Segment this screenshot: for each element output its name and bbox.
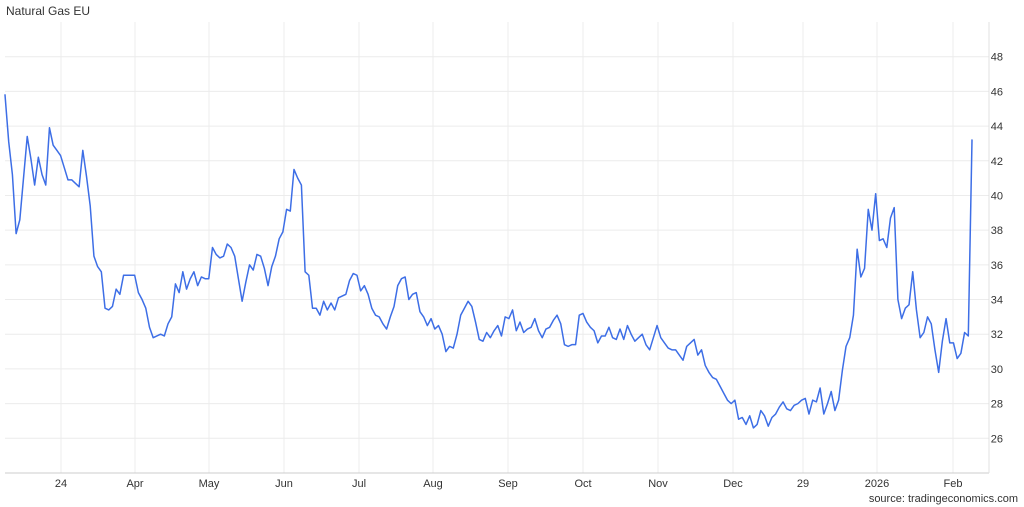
x-tick-label: May <box>199 478 220 490</box>
y-tick-label: 32 <box>991 329 1003 341</box>
y-tick-label: 34 <box>991 295 1003 307</box>
y-tick-label: 28 <box>991 399 1003 411</box>
chart-title: Natural Gas EU <box>6 4 91 18</box>
series <box>4 94 973 429</box>
x-tick-label: Jun <box>275 478 293 490</box>
x-tick-label: Nov <box>648 478 668 490</box>
x-tick-label: Apr <box>126 478 143 490</box>
y-tick-label: 30 <box>991 364 1003 376</box>
y-tick-label: 38 <box>991 225 1003 237</box>
y-tick-label: 26 <box>991 433 1003 445</box>
y-tick-label: 44 <box>991 121 1003 133</box>
source-credit: source: tradingeconomics.com <box>868 493 1018 505</box>
y-tick-label: 42 <box>991 156 1003 168</box>
x-tick-label: Aug <box>423 478 443 490</box>
x-tick-label: Oct <box>574 478 591 490</box>
x-tick-label: 24 <box>55 478 67 490</box>
x-tick-label: 2026 <box>865 478 889 490</box>
x-tick-label: Jul <box>352 478 366 490</box>
series-line <box>4 94 973 429</box>
tick-labels: 26 28 30 32 34 36 38 40 42 44 46 48 24 Apr May Jun Jul Au… <box>55 52 1003 490</box>
y-tick-label: 46 <box>991 86 1003 98</box>
x-tick-label: 29 <box>797 478 809 490</box>
gridlines <box>5 22 989 473</box>
y-tick-label: 48 <box>991 52 1003 64</box>
y-tick-label: 36 <box>991 260 1003 272</box>
y-tick-label: 40 <box>991 190 1003 202</box>
axes <box>5 22 990 474</box>
x-tick-label: Feb <box>944 478 963 490</box>
x-tick-label: Sep <box>498 478 518 490</box>
x-tick-label: Dec <box>723 478 743 490</box>
